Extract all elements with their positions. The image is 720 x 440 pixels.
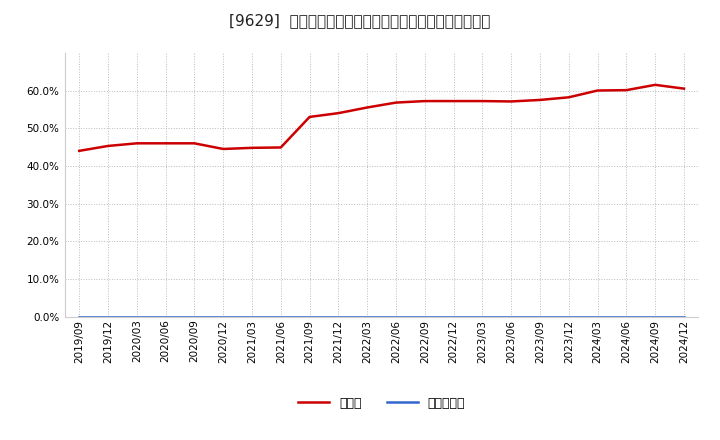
Line: 現預金: 現預金	[79, 85, 684, 151]
現預金	[478, 99, 487, 104]
現預金	[132, 141, 141, 146]
現預金	[507, 99, 516, 104]
現預金	[564, 95, 573, 100]
有利子負債	[219, 314, 228, 319]
有利子負債	[593, 314, 602, 319]
有利子負債	[305, 314, 314, 319]
有利子負債	[392, 314, 400, 319]
有利子負債	[564, 314, 573, 319]
有利子負債	[190, 314, 199, 319]
有利子負債	[132, 314, 141, 319]
現預金	[161, 141, 170, 146]
現預金	[75, 148, 84, 154]
Legend: 現預金, 有利子負債: 現預金, 有利子負債	[298, 397, 465, 410]
有利子負債	[363, 314, 372, 319]
有利子負債	[104, 314, 112, 319]
現預金	[334, 110, 343, 116]
現預金	[449, 99, 458, 104]
有利子負債	[651, 314, 660, 319]
有利子負債	[420, 314, 429, 319]
現預金	[593, 88, 602, 93]
有利子負債	[449, 314, 458, 319]
現預金	[622, 88, 631, 93]
現預金	[536, 97, 544, 103]
有利子負債	[334, 314, 343, 319]
現預金	[248, 145, 256, 150]
現預金	[276, 145, 285, 150]
有利子負債	[161, 314, 170, 319]
現預金	[190, 141, 199, 146]
現預金	[651, 82, 660, 88]
有利子負債	[680, 314, 688, 319]
現預金	[680, 86, 688, 91]
有利子負債	[536, 314, 544, 319]
現預金	[363, 105, 372, 110]
現預金	[392, 100, 400, 105]
有利子負債	[276, 314, 285, 319]
Text: [9629]  現預金、有利子負債の総資産に対する比率の推移: [9629] 現預金、有利子負債の総資産に対する比率の推移	[229, 13, 491, 28]
有利子負債	[622, 314, 631, 319]
現預金	[420, 99, 429, 104]
現預金	[219, 147, 228, 152]
有利子負債	[507, 314, 516, 319]
有利子負債	[478, 314, 487, 319]
現預金	[104, 143, 112, 149]
現預金	[305, 114, 314, 120]
有利子負債	[248, 314, 256, 319]
有利子負債	[75, 314, 84, 319]
